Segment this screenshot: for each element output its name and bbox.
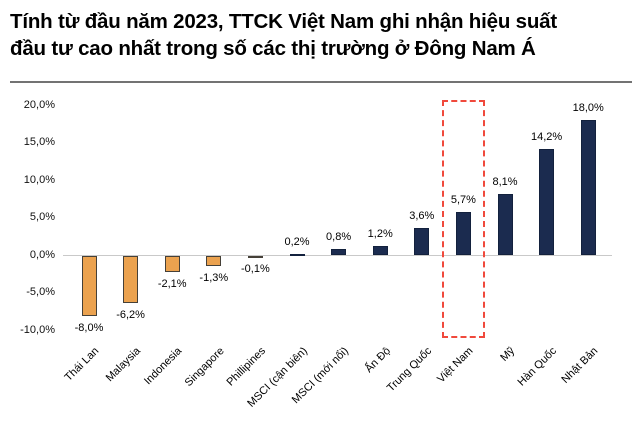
category-label: Nhật Bản xyxy=(559,345,601,386)
value-label: -1,3% xyxy=(199,271,229,284)
bar-negative xyxy=(81,256,97,316)
y-tick-label: -10,0% xyxy=(20,323,55,336)
category-label: Mỹ xyxy=(498,345,518,364)
value-label: 18,0% xyxy=(572,102,604,114)
category-label: Hàn Quốc xyxy=(515,345,560,389)
bar-positive xyxy=(331,249,347,255)
bar-positive xyxy=(539,148,555,255)
value-label: 5,7% xyxy=(450,194,476,207)
x-axis-line xyxy=(63,255,612,256)
y-tick-label: 10,0% xyxy=(23,173,55,186)
bar-positive xyxy=(497,194,513,255)
category-label: Indonesia xyxy=(142,345,185,388)
category-label: Phillipines xyxy=(224,345,268,389)
category-label: Singapore xyxy=(182,345,227,389)
y-tick-label: 0,0% xyxy=(29,248,55,261)
bar-negative xyxy=(247,256,263,258)
y-tick-label: 5,0% xyxy=(29,211,55,223)
value-label: 0,2% xyxy=(284,235,310,248)
bar-positive xyxy=(580,120,596,255)
y-tick-label: 15,0% xyxy=(23,136,55,148)
value-label: -2,1% xyxy=(157,277,187,290)
value-label: 14,2% xyxy=(530,130,563,143)
value-label: -0,1% xyxy=(241,263,270,275)
bar-negative xyxy=(206,256,222,266)
vietnam-highlight-box xyxy=(441,100,485,338)
category-label: Malaysia xyxy=(103,345,144,385)
value-label: 0,8% xyxy=(326,231,352,243)
bar-positive xyxy=(289,253,305,256)
bar-negative xyxy=(164,256,180,272)
bar-positive xyxy=(414,228,430,255)
category-label: Ấn Độ xyxy=(362,345,393,376)
value-label: 1,2% xyxy=(367,228,393,240)
y-tick-label: 20,0% xyxy=(23,98,55,111)
value-label: -8,0% xyxy=(74,322,104,334)
chart-title-line2: đầu tư cao nhất trong số các thị trường … xyxy=(10,37,536,60)
category-label: Thái Lan xyxy=(62,345,102,384)
bar-negative xyxy=(123,256,139,303)
title-separator xyxy=(10,81,632,83)
bar-positive xyxy=(372,246,388,255)
bar-positive xyxy=(455,212,471,255)
chart-title: Tính từ đầu năm 2023, TTCK Việt Nam ghi … xyxy=(10,8,630,62)
y-tick-label: -5,0% xyxy=(26,286,55,298)
value-label: -6,2% xyxy=(116,308,145,321)
value-label: 3,6% xyxy=(409,210,435,222)
category-label: Việt Nam xyxy=(435,345,476,386)
value-label: 8,1% xyxy=(492,176,518,189)
chart-title-line1: Tính từ đầu năm 2023, TTCK Việt Nam ghi … xyxy=(10,10,557,33)
